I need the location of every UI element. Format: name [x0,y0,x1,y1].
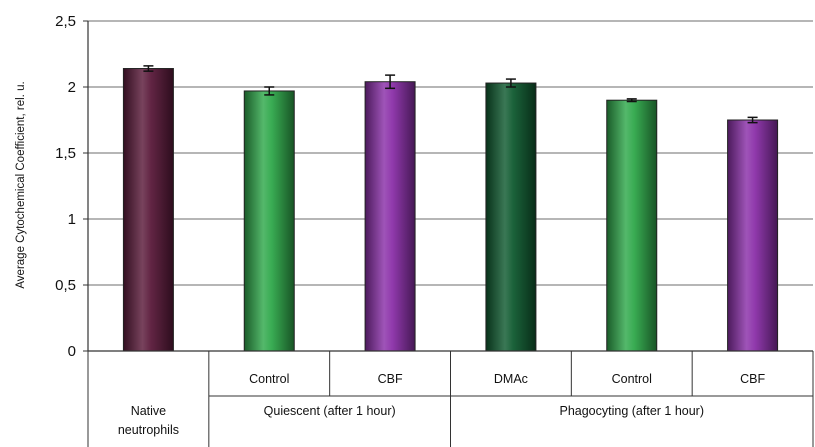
axes [83,20,813,352]
labels: 0 0,5 1 1,5 2 2,5 [55,13,76,360]
group-label: neutrophils [118,423,179,437]
y-tick-label: 1 [68,211,76,228]
y-tick-label: 1,5 [55,145,76,162]
category-label: DMAc [494,372,528,386]
bar [122,68,174,352]
category-label: CBF [740,372,765,386]
group-label: Native [131,404,166,418]
category-table: Control CBF DMAc Control CBF Native neutrophil… [87,351,814,447]
y-tick-label: 2,5 [55,13,76,30]
error-bars [143,65,758,124]
category-label: Control [612,372,652,386]
bar [485,82,537,352]
bar [364,81,416,352]
bars [122,68,779,352]
y-tick-label: 0 [68,343,76,360]
group-label: Quiescent (after 1 hour) [264,404,396,418]
bar [243,90,295,352]
category-label: Control [249,372,289,386]
gridlines [88,20,813,286]
group-label: Phagocyting (after 1 hour) [559,404,704,418]
bar [727,119,779,352]
bar [606,99,658,352]
y-axis-title: Average Cytochemical Coefficient, rel. u… [15,81,27,288]
y-tick-label: 2 [68,79,76,96]
y-tick-label: 0,5 [55,277,76,294]
category-label: CBF [378,372,403,386]
